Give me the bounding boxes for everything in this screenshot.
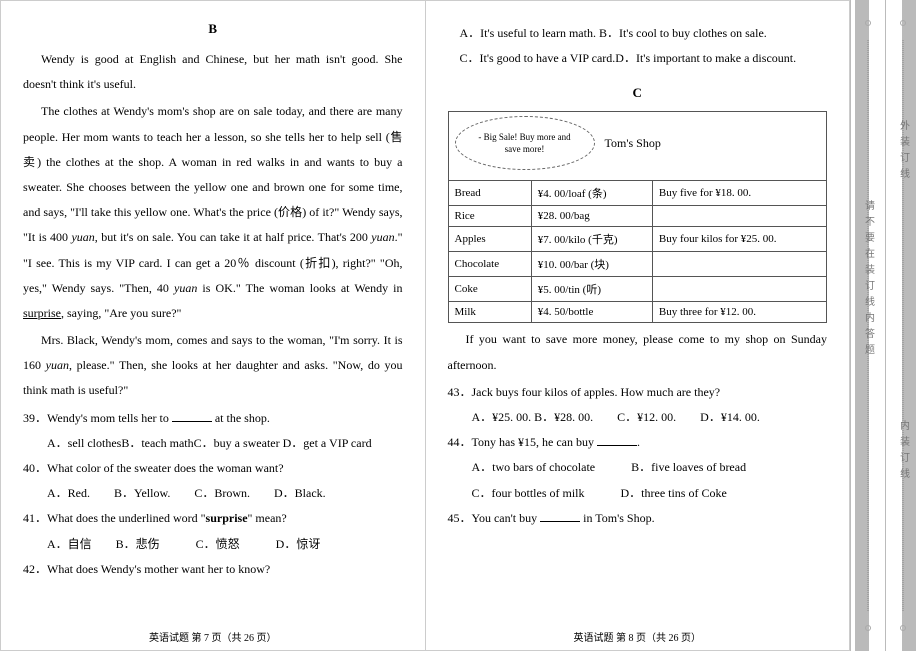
- binding-col-2: 外装订线 内装订线: [885, 0, 920, 651]
- binding-text-1: 请不要在装订线内答题: [861, 200, 876, 360]
- binding-circle-icon: [886, 625, 920, 631]
- q41-stem-a: 41．What does the underlined word ": [23, 511, 206, 525]
- item-deal: Buy four kilos for ¥25. 00.: [652, 227, 826, 252]
- item-name: Rice: [448, 206, 531, 227]
- table-row: Milk¥4. 50/bottleBuy three for ¥12. 00.: [448, 302, 827, 323]
- section-c-heading: C: [448, 85, 828, 101]
- section-b-heading: B: [23, 21, 403, 37]
- p2-seg-2: , but it's on sale. You can take it at h…: [95, 230, 371, 244]
- item-price: ¥10. 00/bar (块): [531, 252, 652, 277]
- yuan-2: yuan: [371, 230, 394, 244]
- question-39-options: A．sell clothesB．teach mathC．buy a sweate…: [23, 431, 403, 456]
- p2-seg-1: The clothes at Wendy's mom's shop are on…: [23, 104, 403, 244]
- item-deal: Buy three for ¥12. 00.: [652, 302, 826, 323]
- item-deal: Buy five for ¥18. 00.: [652, 181, 826, 206]
- cloud-line-1: - Big Sale! Buy more and: [478, 131, 570, 144]
- question-43-options: A．¥25. 00. B．¥28. 00. C．¥12. 00. D．¥14. …: [448, 405, 828, 430]
- shop-header-row: - Big Sale! Buy more and save more! Tom'…: [448, 112, 827, 181]
- item-price: ¥5. 00/tin (听): [531, 277, 652, 302]
- item-price: ¥4. 50/bottle: [531, 302, 652, 323]
- item-price: ¥28. 00/bag: [531, 206, 652, 227]
- question-42-options-line2: C．It's good to have a VIP card.D．It's im…: [448, 46, 828, 71]
- q39-stem-b: at the shop.: [212, 411, 270, 425]
- passage-b-para1: Wendy is good at English and Chinese, bu…: [23, 47, 403, 97]
- page-7-column: B Wendy is good at English and Chinese, …: [1, 1, 426, 650]
- item-deal: [652, 206, 826, 227]
- p2-seg-5: , saying, "Are you sure?": [61, 306, 181, 320]
- page-8-column: A．It's useful to learn math. B．It's cool…: [426, 1, 850, 650]
- q39-stem-a: 39．Wendy's mom tells her to: [23, 411, 172, 425]
- binding-text-3: 内装订线: [896, 420, 911, 484]
- table-row: Chocolate¥10. 00/bar (块): [448, 252, 827, 277]
- question-44: 44．Tony has ¥15, he can buy .: [448, 430, 828, 455]
- q41-bold-word: surprise: [206, 511, 248, 525]
- p3-seg-2: , please." Then, she looks at her daught…: [23, 358, 403, 397]
- yuan-1: yuan: [71, 230, 94, 244]
- item-price: ¥4. 00/loaf (条): [531, 181, 652, 206]
- q44-stem-b: .: [637, 435, 640, 449]
- item-name: Bread: [448, 181, 531, 206]
- question-39: 39．Wendy's mom tells her to at the shop.: [23, 406, 403, 431]
- item-name: Milk: [448, 302, 531, 323]
- question-40-options: A．Red. B．Yellow. C．Brown. D．Black.: [23, 481, 403, 506]
- question-42: 42．What does Wendy's mother want her to …: [23, 557, 403, 582]
- shop-sentence: If you want to save more money, please c…: [448, 327, 828, 377]
- binding-circle-icon: [886, 20, 920, 26]
- toms-shop-table: - Big Sale! Buy more and save more! Tom'…: [448, 111, 828, 323]
- exam-page-spread: B Wendy is good at English and Chinese, …: [0, 0, 850, 651]
- question-40: 40．What color of the sweater does the wo…: [23, 456, 403, 481]
- binding-strip: 请不要在装订线内答题 外装订线 内装订线: [850, 0, 920, 651]
- page-7-footer: 英语试题 第 7 页（共 26 页）: [1, 629, 425, 644]
- table-row: Apples¥7. 00/kilo (千克)Buy four kilos for…: [448, 227, 827, 252]
- binding-bar: [902, 0, 916, 651]
- page-8-footer: 英语试题 第 8 页（共 26 页）: [426, 629, 850, 644]
- item-name: Apples: [448, 227, 531, 252]
- table-row: Coke¥5. 00/tin (听): [448, 277, 827, 302]
- item-price: ¥7. 00/kilo (千克): [531, 227, 652, 252]
- cloud-line-2: save more!: [505, 143, 545, 156]
- shop-header: - Big Sale! Buy more and save more! Tom'…: [455, 116, 821, 170]
- q45-blank: [540, 521, 580, 522]
- question-44-options-ab: A．two bars of chocolate B．five loaves of…: [448, 455, 828, 480]
- yuan-4: yuan: [46, 358, 69, 372]
- q44-stem-a: 44．Tony has ¥15, he can buy: [448, 435, 597, 449]
- surprise-underlined: surprise: [23, 306, 61, 320]
- passage-b-para2: The clothes at Wendy's mom's shop are on…: [23, 99, 403, 326]
- question-42-options-line1: A．It's useful to learn math. B．It's cool…: [448, 21, 828, 46]
- binding-text-2: 外装订线: [896, 120, 911, 184]
- passage-b-para3: Mrs. Black, Wendy's mom, comes and says …: [23, 328, 403, 404]
- table-row: Bread¥4. 00/loaf (条)Buy five for ¥18. 00…: [448, 181, 827, 206]
- q45-stem-a: 45．You can't buy: [448, 511, 541, 525]
- big-sale-cloud: - Big Sale! Buy more and save more!: [455, 116, 595, 170]
- item-deal: [652, 252, 826, 277]
- q41-stem-b: " mean?: [248, 511, 287, 525]
- item-name: Coke: [448, 277, 531, 302]
- item-name: Chocolate: [448, 252, 531, 277]
- question-41-options: A．自信 B．悲伤 C．愤怒 D．惊讶: [23, 532, 403, 557]
- q44-blank: [597, 445, 637, 446]
- shop-name: Tom's Shop: [605, 136, 661, 151]
- q45-stem-b: in Tom's Shop.: [580, 511, 654, 525]
- q39-blank: [172, 421, 212, 422]
- binding-circle-icon: [851, 20, 885, 26]
- question-45: 45．You can't buy in Tom's Shop.: [448, 506, 828, 531]
- p2-seg-4: is OK." The woman looks at Wendy in: [197, 281, 402, 295]
- binding-circle-icon: [851, 625, 885, 631]
- yuan-3: yuan: [174, 281, 197, 295]
- binding-col-1: 请不要在装订线内答题: [850, 0, 885, 651]
- table-row: Rice¥28. 00/bag: [448, 206, 827, 227]
- question-43: 43．Jack buys four kilos of apples. How m…: [448, 380, 828, 405]
- question-44-options-cd: C．four bottles of milk D．three tins of C…: [448, 481, 828, 506]
- item-deal: [652, 277, 826, 302]
- question-41: 41．What does the underlined word "surpri…: [23, 506, 403, 531]
